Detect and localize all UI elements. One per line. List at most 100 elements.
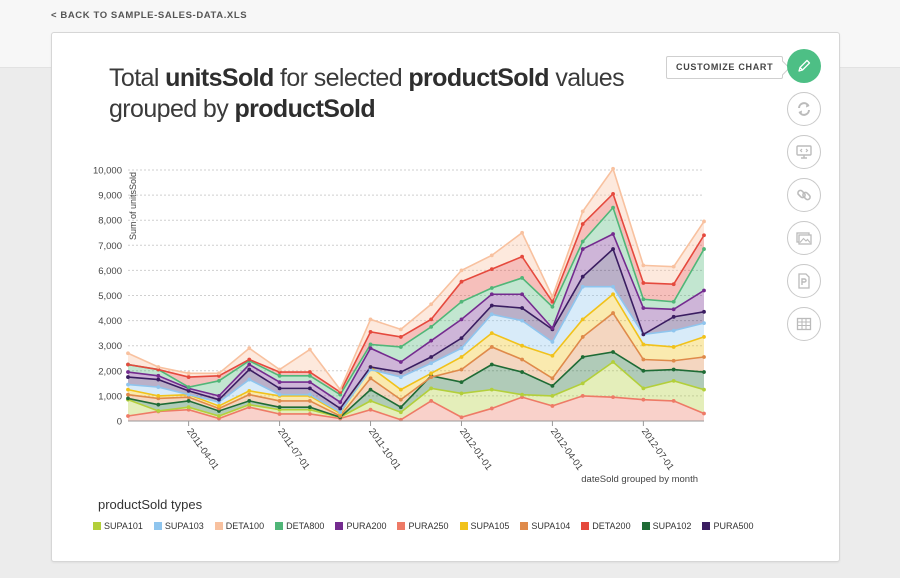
point-deta200	[429, 317, 434, 322]
x-tick-label: 2011-04-01	[184, 426, 220, 472]
point-deta200	[186, 375, 191, 379]
point-pura500	[307, 386, 312, 391]
back-link[interactable]: < BACK TO SAMPLE-SALES-DATA.XLS	[51, 10, 248, 21]
legend-swatch	[581, 522, 590, 530]
point-supa105	[489, 331, 494, 336]
point-pura200	[368, 346, 373, 351]
point-pura250	[126, 414, 130, 418]
legend-item-deta800[interactable]: DETA800	[275, 521, 324, 531]
line-deta800	[127, 206, 705, 396]
point-deta100	[126, 351, 130, 356]
point-supa101	[186, 405, 191, 410]
legend-label: SUPA102	[652, 521, 692, 531]
point-pura250	[702, 411, 706, 416]
point-pura500	[156, 377, 161, 382]
point-supa103	[247, 377, 252, 382]
y-tick-label: 5,000	[98, 291, 122, 302]
line-supa105	[127, 293, 705, 415]
point-deta200	[459, 279, 464, 284]
point-deta100	[277, 367, 282, 372]
point-pura200	[611, 232, 615, 236]
point-supa105	[580, 317, 585, 322]
legend-item-supa101[interactable]: SUPA101	[93, 521, 143, 531]
point-supa102	[489, 362, 494, 367]
table-icon	[796, 317, 812, 331]
point-pura500	[489, 303, 494, 308]
point-deta800	[277, 373, 282, 378]
legend-label: DETA200	[592, 521, 631, 531]
legend-swatch	[397, 522, 406, 530]
legend-item-pura200[interactable]: PURA200	[335, 521, 386, 531]
point-pura500	[429, 355, 434, 359]
image-export-button[interactable]	[787, 221, 821, 255]
point-supa104	[489, 345, 494, 349]
point-supa104	[702, 355, 706, 359]
embed-icon	[796, 145, 812, 159]
point-pura200	[307, 380, 312, 384]
point-pura500	[641, 332, 646, 337]
chart-card: Total unitsSold for selected productSold…	[51, 32, 840, 562]
point-supa105	[247, 388, 252, 393]
point-deta800	[611, 205, 615, 210]
refresh-button[interactable]	[787, 92, 821, 126]
point-deta800	[489, 286, 494, 290]
point-deta800	[217, 378, 221, 383]
title-field: productSold	[408, 64, 549, 92]
y-axis-label: Sum of unitsSold	[128, 172, 138, 240]
legend-swatch	[335, 522, 344, 530]
area-supa101	[128, 362, 704, 420]
legend-item-deta200[interactable]: DETA200	[581, 521, 631, 531]
point-supa105	[398, 387, 403, 392]
point-deta200	[307, 370, 312, 374]
table-view-button[interactable]	[787, 307, 821, 341]
edit-chart-button[interactable]	[787, 49, 821, 83]
chart-legend: SUPA101 SUPA103 DETA100 DETA800 PURA200 PURA2…	[93, 521, 753, 531]
point-deta200	[398, 335, 403, 339]
point-supa105	[459, 355, 464, 359]
legend-item-pura500[interactable]: PURA500	[702, 521, 753, 531]
point-supa101	[611, 360, 615, 364]
chart-grid	[128, 169, 704, 397]
point-deta100	[611, 166, 615, 171]
legend-item-supa102[interactable]: SUPA102	[641, 521, 692, 531]
point-supa102	[641, 368, 646, 373]
legend-swatch	[641, 522, 650, 530]
y-tick-label: 7,000	[98, 241, 122, 252]
line-supa103	[127, 285, 705, 414]
line-deta200	[127, 192, 705, 394]
point-pura500	[611, 247, 615, 251]
title-part: values grouped by	[109, 64, 625, 123]
point-deta200	[641, 281, 646, 285]
point-supa104	[126, 392, 130, 397]
point-supa103	[611, 284, 615, 289]
point-supa101	[580, 381, 585, 386]
legend-item-supa103[interactable]: SUPA103	[153, 521, 204, 531]
point-pura500	[277, 386, 282, 391]
point-deta100	[671, 264, 676, 269]
line-pura200	[127, 232, 705, 404]
point-deta100	[550, 294, 555, 299]
point-deta100	[459, 268, 464, 273]
point-pura500	[580, 274, 585, 279]
pdf-export-button[interactable]	[787, 264, 821, 298]
point-pura500	[702, 309, 706, 314]
legend-item-supa105[interactable]: SUPA105	[459, 521, 509, 531]
point-pura200	[459, 317, 464, 322]
link-button[interactable]	[787, 178, 821, 212]
legend-item-deta100[interactable]: DETA100	[214, 521, 264, 531]
point-supa103	[398, 375, 403, 379]
embed-button[interactable]	[787, 135, 821, 169]
point-pura200	[520, 292, 525, 297]
point-supa104	[368, 376, 373, 381]
y-tick-label: 4,000	[98, 316, 122, 327]
point-supa105	[126, 387, 130, 392]
point-supa102	[611, 350, 615, 354]
point-supa102	[459, 380, 464, 384]
point-deta100	[368, 317, 373, 322]
legend-label: SUPA103	[164, 521, 204, 531]
legend-item-pura250[interactable]: PURA250	[397, 521, 449, 531]
customize-chart-button[interactable]: CUSTOMIZE CHART	[666, 56, 784, 79]
legend-item-supa104[interactable]: SUPA104	[520, 521, 570, 531]
point-pura200	[126, 370, 130, 374]
stacked-area-chart: 0 1,000 2,000 3,000 4,000 5,000 6,000 7,000 8,00…	[93, 166, 706, 485]
